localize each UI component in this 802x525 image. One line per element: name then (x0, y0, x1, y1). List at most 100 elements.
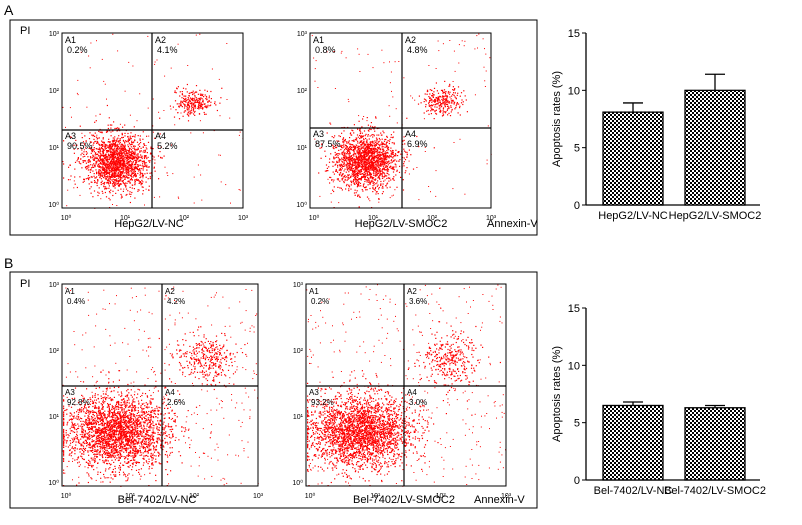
event-dot (153, 446, 155, 448)
event-dot (362, 184, 365, 186)
event-dot (81, 456, 83, 458)
event-dot (128, 454, 130, 456)
event-dot (386, 161, 388, 163)
event-dot (139, 168, 141, 170)
event-dot (112, 139, 114, 141)
event-dot (105, 167, 107, 169)
event-dot (190, 112, 192, 114)
event-dot (120, 164, 122, 166)
event-dot (354, 189, 356, 191)
event-dot (383, 152, 385, 154)
event-dot (383, 180, 385, 182)
event-dot (371, 162, 373, 164)
event-dot (380, 161, 382, 163)
event-dot (112, 33, 114, 35)
event-dot (105, 417, 108, 419)
event-dot (365, 145, 367, 147)
event-dot (134, 169, 136, 171)
event-dot (372, 150, 374, 152)
event-dot (107, 453, 109, 455)
event-dot (153, 166, 155, 168)
event-dot (386, 182, 389, 184)
event-dot (80, 420, 82, 422)
event-dot (121, 159, 123, 161)
event-dot (112, 157, 114, 159)
event-dot (362, 150, 364, 152)
event-dot (132, 410, 134, 412)
event-dot (134, 179, 136, 181)
event-dot (109, 178, 111, 180)
event-dot (364, 170, 366, 172)
event-dot (134, 145, 136, 147)
event-dot (201, 94, 203, 97)
event-dot (128, 397, 130, 399)
event-dot (122, 166, 124, 168)
event-dot (103, 172, 105, 174)
event-dot (76, 433, 78, 435)
event-dot (342, 137, 345, 139)
event-dot (120, 161, 122, 163)
event-dot (128, 428, 130, 430)
event-dot (353, 177, 356, 179)
event-dot (63, 423, 65, 425)
event-dot (457, 86, 460, 88)
event-dot (418, 146, 420, 148)
event-dot (100, 182, 102, 184)
event-dot (447, 101, 449, 103)
event-dot (348, 171, 350, 173)
event-dot (336, 162, 338, 164)
event-dot (107, 410, 109, 412)
event-dot (363, 150, 365, 153)
event-dot (82, 399, 84, 401)
event-dot (453, 89, 455, 91)
event-dot (194, 95, 196, 97)
event-dot (130, 143, 132, 146)
event-dot (444, 102, 446, 104)
event-dot (365, 163, 367, 165)
event-dot (100, 403, 102, 405)
event-dot (371, 153, 373, 155)
event-dot (366, 139, 368, 141)
event-dot (368, 161, 370, 163)
event-dot (347, 178, 349, 180)
event-dot (80, 143, 82, 145)
event-dot (133, 405, 135, 407)
event-dot (202, 132, 204, 134)
event-dot (455, 97, 457, 99)
event-dot (121, 171, 123, 173)
event-dot (120, 193, 122, 196)
event-dot (197, 164, 199, 166)
event-dot (362, 173, 364, 175)
event-dot (185, 101, 187, 103)
event-dot (164, 387, 166, 389)
event-dot (362, 175, 364, 177)
event-dot (101, 163, 103, 165)
event-dot (143, 143, 145, 145)
event-dot (439, 96, 441, 98)
event-dot (354, 152, 356, 155)
event-dot (149, 153, 152, 155)
event-dot (341, 174, 344, 176)
event-dot (344, 174, 346, 177)
event-dot (333, 186, 335, 188)
event-dot (424, 146, 426, 148)
event-dot (111, 173, 113, 175)
event-dot (119, 436, 121, 438)
event-dot (477, 47, 478, 49)
event-dot (189, 100, 191, 102)
event-dot (349, 166, 351, 168)
event-dot (97, 153, 99, 155)
event-dot (388, 105, 390, 107)
event-dot (369, 175, 372, 177)
event-dot (140, 150, 142, 152)
event-dot (76, 144, 78, 146)
event-dot (390, 152, 392, 154)
event-dot (134, 136, 136, 138)
event-dot (201, 105, 203, 107)
event-dot (114, 149, 116, 151)
event-dot (425, 100, 427, 102)
event-dot (113, 165, 115, 167)
event-dot (120, 151, 123, 153)
event-dot (128, 161, 131, 163)
event-dot (357, 194, 359, 196)
